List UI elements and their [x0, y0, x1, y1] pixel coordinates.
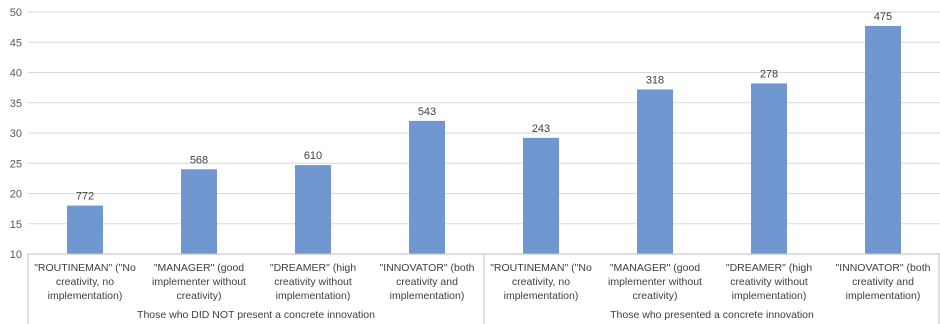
bar — [409, 120, 445, 255]
bar — [637, 89, 673, 254]
group-label: Those who DID NOT present a concrete inn… — [137, 309, 375, 321]
x-tick-label: implementation) — [732, 290, 807, 302]
bar — [523, 137, 559, 254]
y-tick-label: 40 — [10, 68, 22, 80]
group-label: Those who presented a concrete innovatio… — [610, 309, 814, 321]
x-tick-label: implementation) — [48, 290, 123, 302]
data-label: 772 — [76, 191, 94, 203]
y-tick-label: 15 — [10, 219, 22, 231]
x-tick-label: "MANAGER" (good — [610, 262, 700, 274]
x-tick-label: "MANAGER" (good — [154, 262, 244, 274]
x-tick-label: creativity, no — [56, 276, 114, 288]
y-tick-label: 45 — [10, 37, 22, 49]
bar — [181, 169, 217, 254]
x-tick-label: "DREAMER" (high — [726, 262, 812, 274]
x-tick-label: "ROUTINEMAN" ("No — [34, 262, 136, 274]
y-tick-label: 35 — [10, 98, 22, 110]
x-tick-label: implementer without — [608, 276, 702, 288]
x-tick-label: creativity and — [852, 276, 914, 288]
data-label: 543 — [418, 106, 436, 118]
x-tick-label: "INNOVATOR" (both — [380, 262, 475, 274]
x-tick-label: creativity, no — [512, 276, 570, 288]
y-tick-label: 50 — [10, 7, 22, 19]
data-label: 243 — [532, 123, 550, 135]
data-label: 568 — [190, 154, 208, 166]
data-label: 475 — [874, 11, 892, 23]
x-tick-label: implementation) — [846, 290, 921, 302]
x-axis: "ROUTINEMAN" ("No creativity, no implement… — [27, 253, 940, 324]
gridlines — [28, 11, 940, 255]
x-tick-label: creativity) — [633, 290, 678, 302]
x-tick-label: creativity) — [177, 290, 222, 302]
y-tick-label: 20 — [10, 189, 22, 201]
x-tick-label: implementation) — [390, 290, 465, 302]
data-label: 318 — [646, 74, 664, 86]
y-axis-ticks: 10 15 20 25 30 35 40 45 50 — [10, 7, 22, 261]
data-label: 610 — [304, 150, 322, 162]
x-tick-label: "ROUTINEMAN" ("No — [490, 262, 592, 274]
bar — [295, 165, 331, 254]
bar — [865, 25, 901, 255]
x-tick-label: "INNOVATOR" (both — [836, 262, 931, 274]
bar — [67, 205, 103, 254]
x-tick-label: creativity and — [396, 276, 458, 288]
x-tick-label: implementation) — [504, 290, 579, 302]
data-labels: 772 568 610 543 243 318 278 475 — [76, 11, 892, 203]
data-label: 278 — [760, 68, 778, 80]
bar — [751, 83, 787, 254]
x-tick-label: creativity without — [274, 276, 352, 288]
x-tick-label: implementer without — [152, 276, 246, 288]
bars — [67, 25, 901, 255]
y-tick-label: 25 — [10, 158, 22, 170]
x-tick-label: creativity without — [730, 276, 808, 288]
x-tick-label: implementation) — [276, 290, 351, 302]
y-tick-label: 30 — [10, 128, 22, 140]
x-tick-label: "DREAMER" (high — [270, 262, 356, 274]
y-tick-label: 10 — [10, 249, 22, 261]
